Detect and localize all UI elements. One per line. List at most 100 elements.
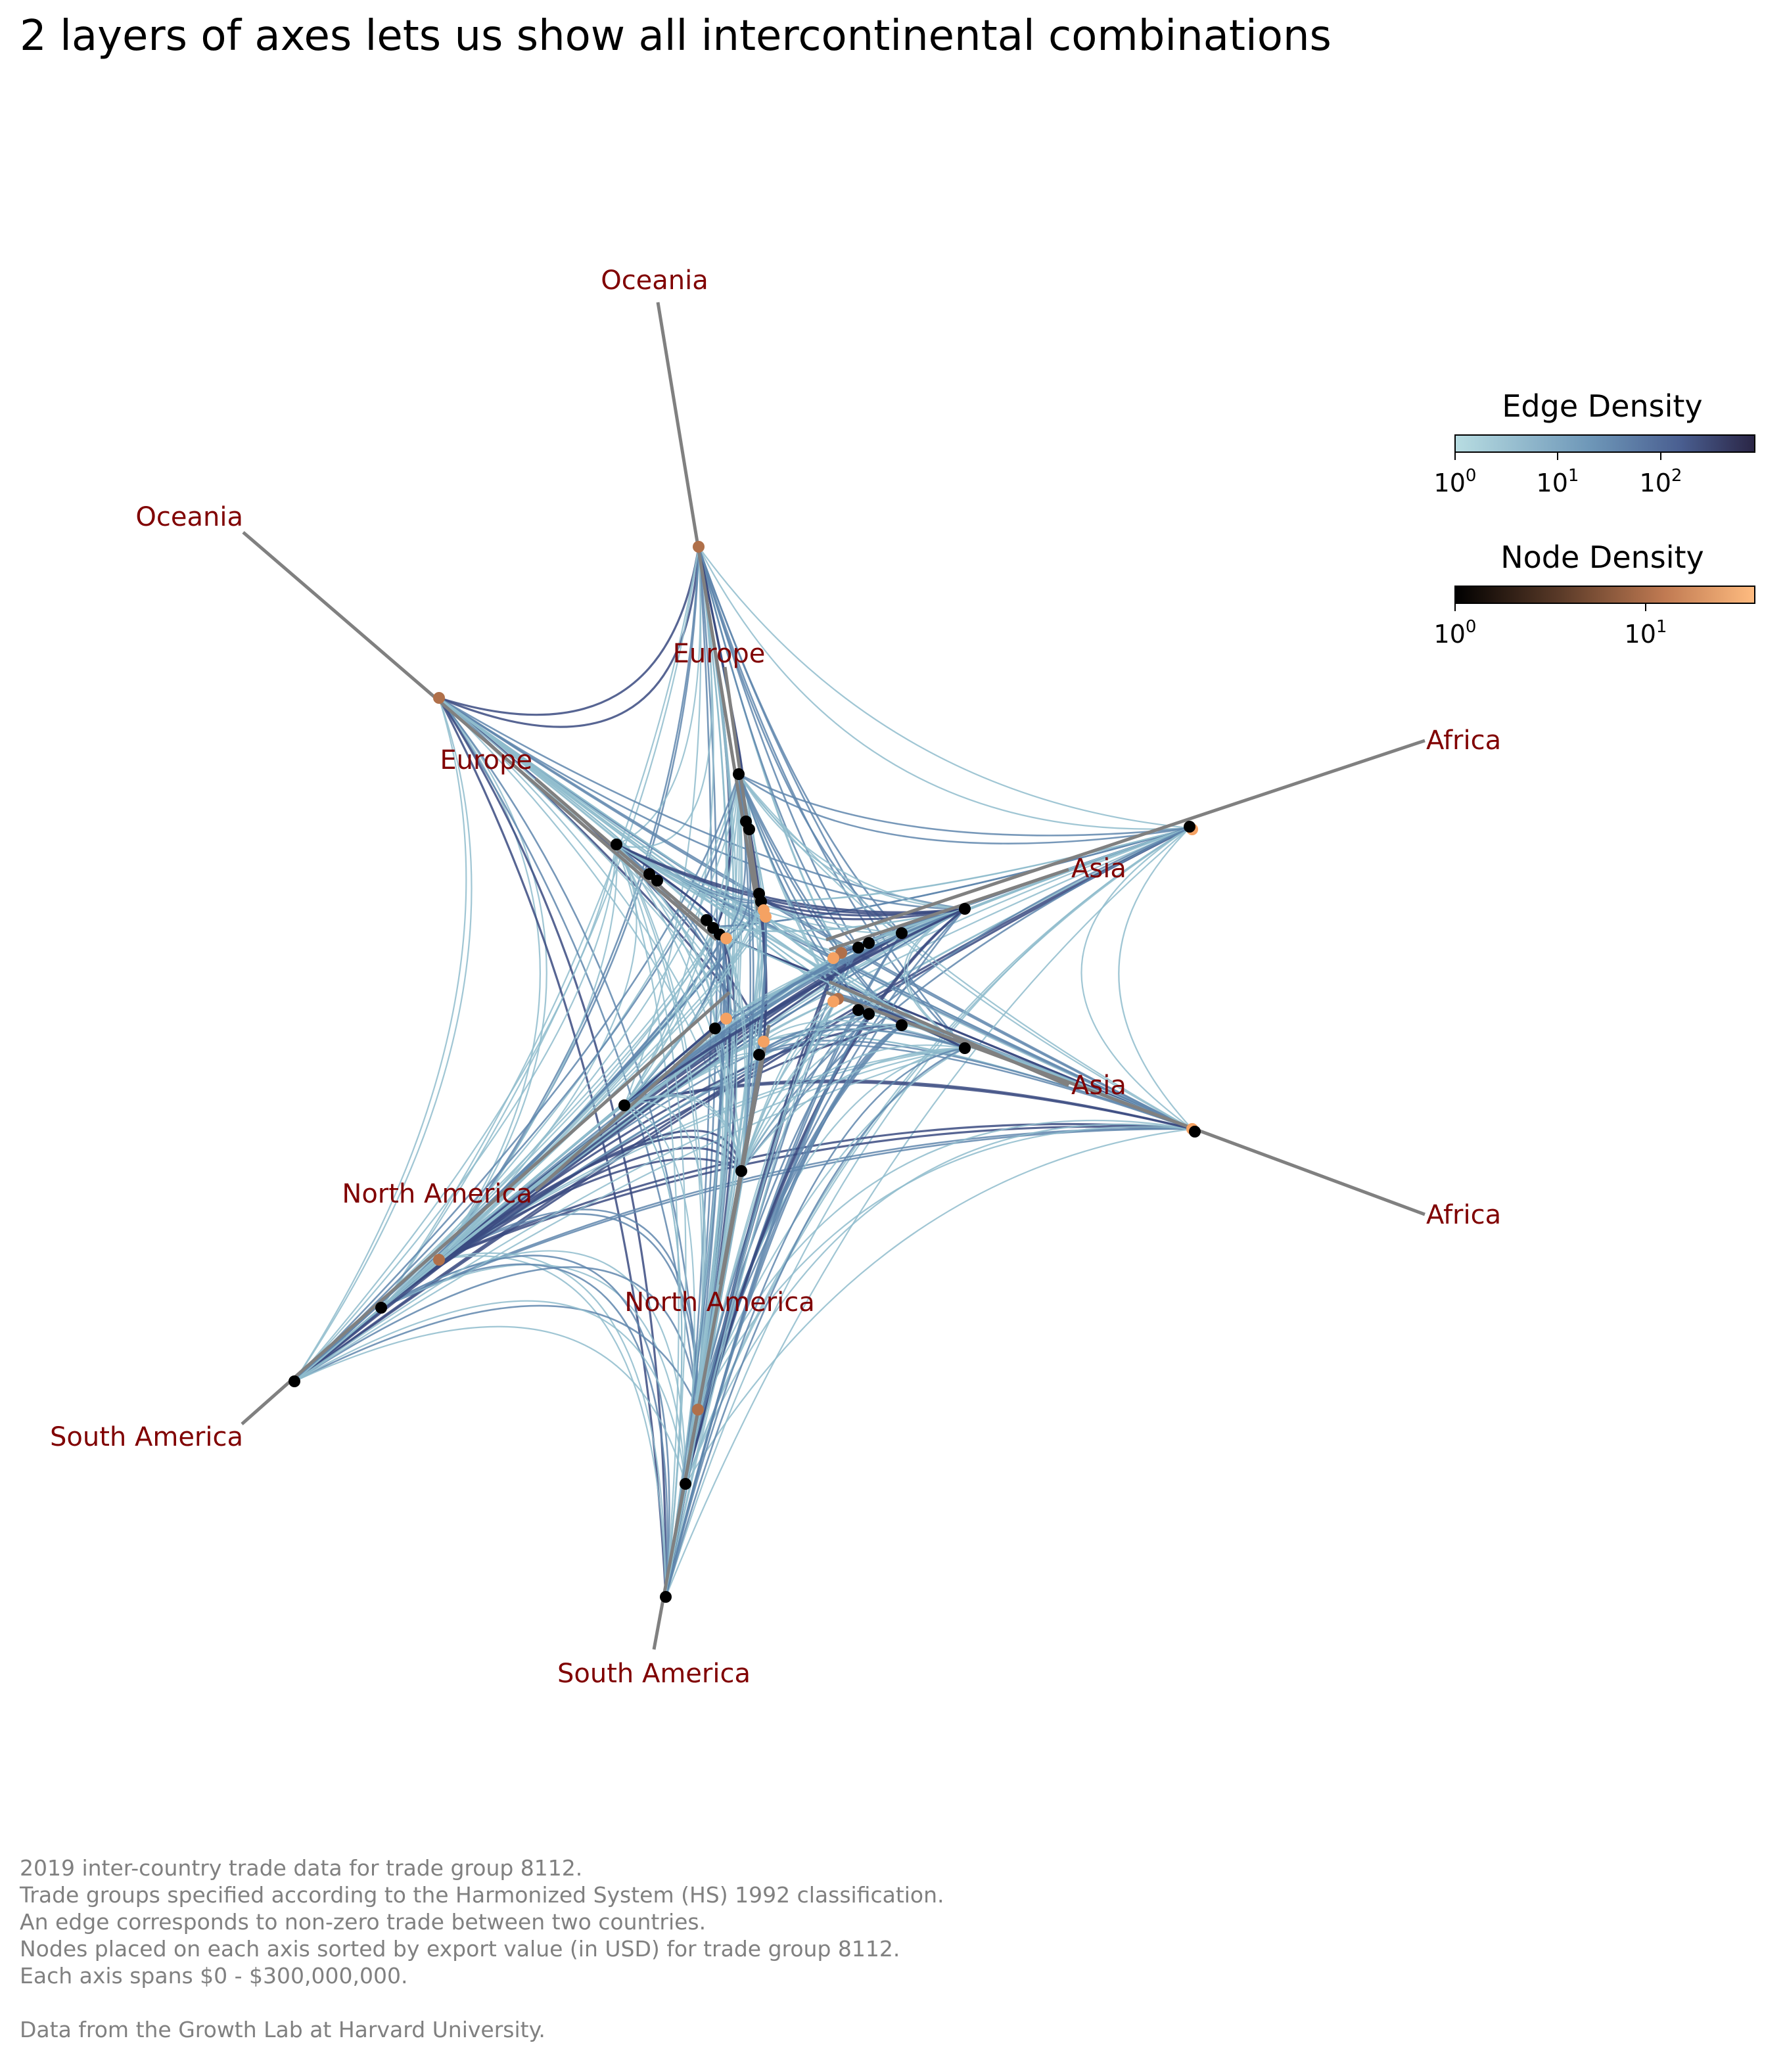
edge bbox=[294, 773, 740, 1382]
caption-line: Data from the Growth Lab at Harvard Univ… bbox=[20, 2017, 545, 2042]
edge bbox=[684, 1123, 1193, 1485]
node-density-bar bbox=[1454, 586, 1755, 604]
node bbox=[827, 952, 839, 964]
node-density-tick: 101 bbox=[1625, 617, 1667, 649]
axis-labels: Oceania Europe Africa Asia Africa Asia South A… bbox=[50, 265, 1501, 1689]
outer-axis-label: Oceania bbox=[135, 502, 243, 532]
axis-line bbox=[241, 991, 731, 1425]
node bbox=[863, 937, 875, 949]
edge bbox=[765, 916, 965, 1049]
edge bbox=[438, 697, 1193, 1130]
node bbox=[896, 927, 908, 939]
edge bbox=[381, 1264, 687, 1485]
edge bbox=[381, 1147, 743, 1309]
edge bbox=[381, 773, 740, 1308]
node-density-colorbar: Node Density 100 101 bbox=[1434, 540, 1755, 649]
edge bbox=[741, 1044, 965, 1172]
edge bbox=[758, 1040, 1193, 1130]
edge bbox=[697, 1119, 1193, 1410]
edge bbox=[294, 1047, 965, 1382]
edge bbox=[616, 843, 720, 928]
caption: 2019 inter-country trade data for trade … bbox=[20, 1854, 944, 2043]
node bbox=[618, 1099, 630, 1111]
edge bbox=[664, 773, 740, 1598]
edge bbox=[294, 1325, 687, 1485]
edge bbox=[740, 1013, 869, 1172]
edge bbox=[438, 1213, 699, 1410]
edge bbox=[438, 546, 700, 716]
inner-axis-line bbox=[723, 666, 762, 909]
edge bbox=[762, 899, 965, 921]
edge-density-tick: 101 bbox=[1537, 466, 1579, 497]
edge bbox=[438, 1209, 699, 1410]
axis-line bbox=[242, 531, 718, 941]
node bbox=[852, 1004, 864, 1016]
edge bbox=[294, 697, 473, 1382]
caption-line: Trade groups specified according to the … bbox=[20, 1882, 944, 1908]
edge bbox=[1118, 827, 1193, 1130]
inner-axis-line bbox=[829, 867, 1069, 952]
edge bbox=[664, 827, 1190, 1598]
edge bbox=[762, 899, 965, 917]
node bbox=[692, 1404, 704, 1416]
edge-density-title: Edge Density bbox=[1502, 388, 1702, 424]
node bbox=[743, 823, 755, 835]
node bbox=[760, 911, 772, 923]
edge bbox=[884, 908, 965, 936]
inner-axis-line bbox=[829, 980, 1069, 1088]
edge-density-bar bbox=[1454, 434, 1755, 453]
node bbox=[289, 1375, 300, 1387]
node bbox=[733, 768, 745, 780]
edge bbox=[664, 1047, 965, 1598]
edge bbox=[664, 998, 839, 1598]
node bbox=[375, 1302, 387, 1314]
caption-spacer bbox=[20, 1989, 944, 2016]
edge bbox=[1080, 827, 1193, 1130]
inner-axis-label: Asia bbox=[1071, 1071, 1126, 1101]
edge bbox=[698, 546, 1190, 829]
edge bbox=[624, 1094, 743, 1172]
edge bbox=[616, 844, 859, 949]
edge bbox=[624, 773, 740, 1106]
node bbox=[1184, 821, 1195, 833]
inner-axis-label: North America bbox=[342, 1179, 532, 1209]
axis-line bbox=[656, 302, 760, 911]
node bbox=[709, 1023, 721, 1034]
node-density-tick: 100 bbox=[1434, 617, 1477, 649]
edge bbox=[616, 844, 743, 1172]
edge-density-tick: 100 bbox=[1434, 466, 1477, 497]
edge bbox=[294, 1304, 699, 1410]
axis-line bbox=[825, 990, 1426, 1216]
inner-axis-label: Europe bbox=[440, 745, 532, 775]
edge bbox=[624, 900, 764, 1106]
node bbox=[863, 1008, 875, 1020]
edge bbox=[741, 1024, 902, 1172]
edge bbox=[664, 827, 1190, 1598]
edges-layer bbox=[293, 546, 1193, 1598]
edge bbox=[294, 844, 618, 1382]
node bbox=[959, 1042, 971, 1054]
node bbox=[720, 1013, 732, 1024]
edge bbox=[438, 546, 700, 728]
edge bbox=[381, 916, 766, 1308]
edge bbox=[438, 697, 547, 1260]
axis-line bbox=[825, 739, 1426, 942]
node bbox=[896, 1019, 908, 1031]
edge bbox=[624, 900, 764, 1106]
edge bbox=[664, 773, 742, 1598]
node bbox=[720, 932, 732, 944]
node bbox=[753, 1049, 765, 1061]
edge bbox=[664, 1047, 965, 1598]
node bbox=[660, 1591, 672, 1603]
node bbox=[680, 1478, 691, 1490]
edge bbox=[624, 546, 714, 1106]
edge bbox=[624, 908, 965, 1107]
nodes-layer bbox=[289, 541, 1201, 1603]
node bbox=[959, 903, 971, 915]
outer-axis-label: Oceania bbox=[601, 265, 708, 296]
edge bbox=[685, 1128, 1193, 1485]
edge bbox=[438, 546, 700, 1260]
edge-density-colorbar: Edge Density 100 101 102 bbox=[1434, 388, 1755, 497]
edge bbox=[738, 773, 1190, 844]
caption-line: An edge corresponds to non-zero trade be… bbox=[20, 1909, 707, 1935]
